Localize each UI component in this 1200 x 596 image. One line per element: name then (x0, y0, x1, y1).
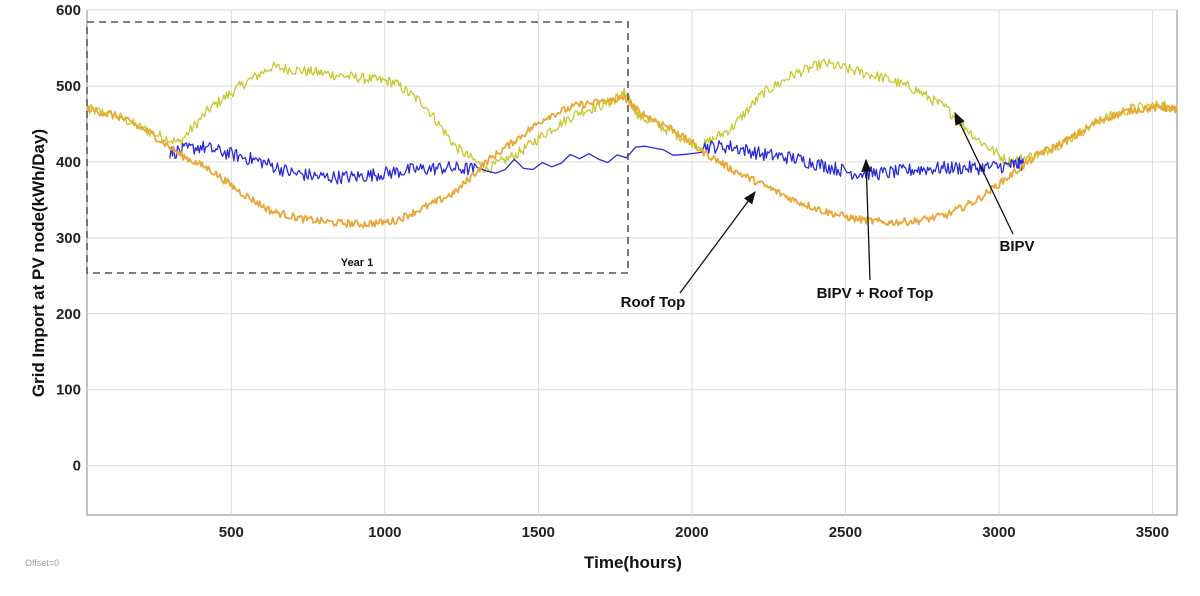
x-tick-label: 3500 (1136, 524, 1169, 541)
series-line-bipv-roof-top (169, 139, 1025, 185)
y-tick-label: 600 (56, 2, 81, 19)
x-tick-label: 1500 (522, 524, 555, 541)
x-tick-label: 500 (219, 524, 244, 541)
plot-area (86, 9, 1178, 516)
bipv-roof-label: BIPV + Roof Top (817, 285, 934, 302)
y-tick-label: 300 (56, 230, 81, 247)
tick-labels: 500 1000 1500 2000 2500 3000 3500 0 100 200 300 400… (56, 2, 1169, 541)
x-tick-label: 3000 (982, 524, 1015, 541)
offset-note: Offset=0 (25, 558, 59, 568)
year-1-label: Year 1 (341, 257, 373, 269)
gridlines (87, 9, 1177, 515)
y-tick-label: 400 (56, 154, 81, 171)
y-tick-label: 100 (56, 382, 81, 399)
roof-top-arrow (679, 190, 756, 294)
x-tick-label: 2500 (829, 524, 862, 541)
bipv-roof-arrow (861, 158, 872, 281)
bipv-label: BIPV (999, 238, 1034, 255)
x-tick-label: 1000 (368, 524, 401, 541)
bipv-arrow (954, 111, 1014, 235)
year-1-box (86, 21, 629, 274)
roof-top-label: Roof Top (621, 294, 686, 311)
series-line-roof-top (86, 93, 1178, 229)
x-tick-label: 2000 (675, 524, 708, 541)
series-lines (86, 58, 1178, 229)
y-tick-label: 0 (73, 458, 81, 475)
y-tick-label: 500 (56, 78, 81, 95)
x-axis-title: Time(hours) (584, 553, 682, 572)
y-tick-label: 200 (56, 306, 81, 323)
y-axis-title: Grid Import at PV node(kWh/Day) (29, 129, 48, 397)
